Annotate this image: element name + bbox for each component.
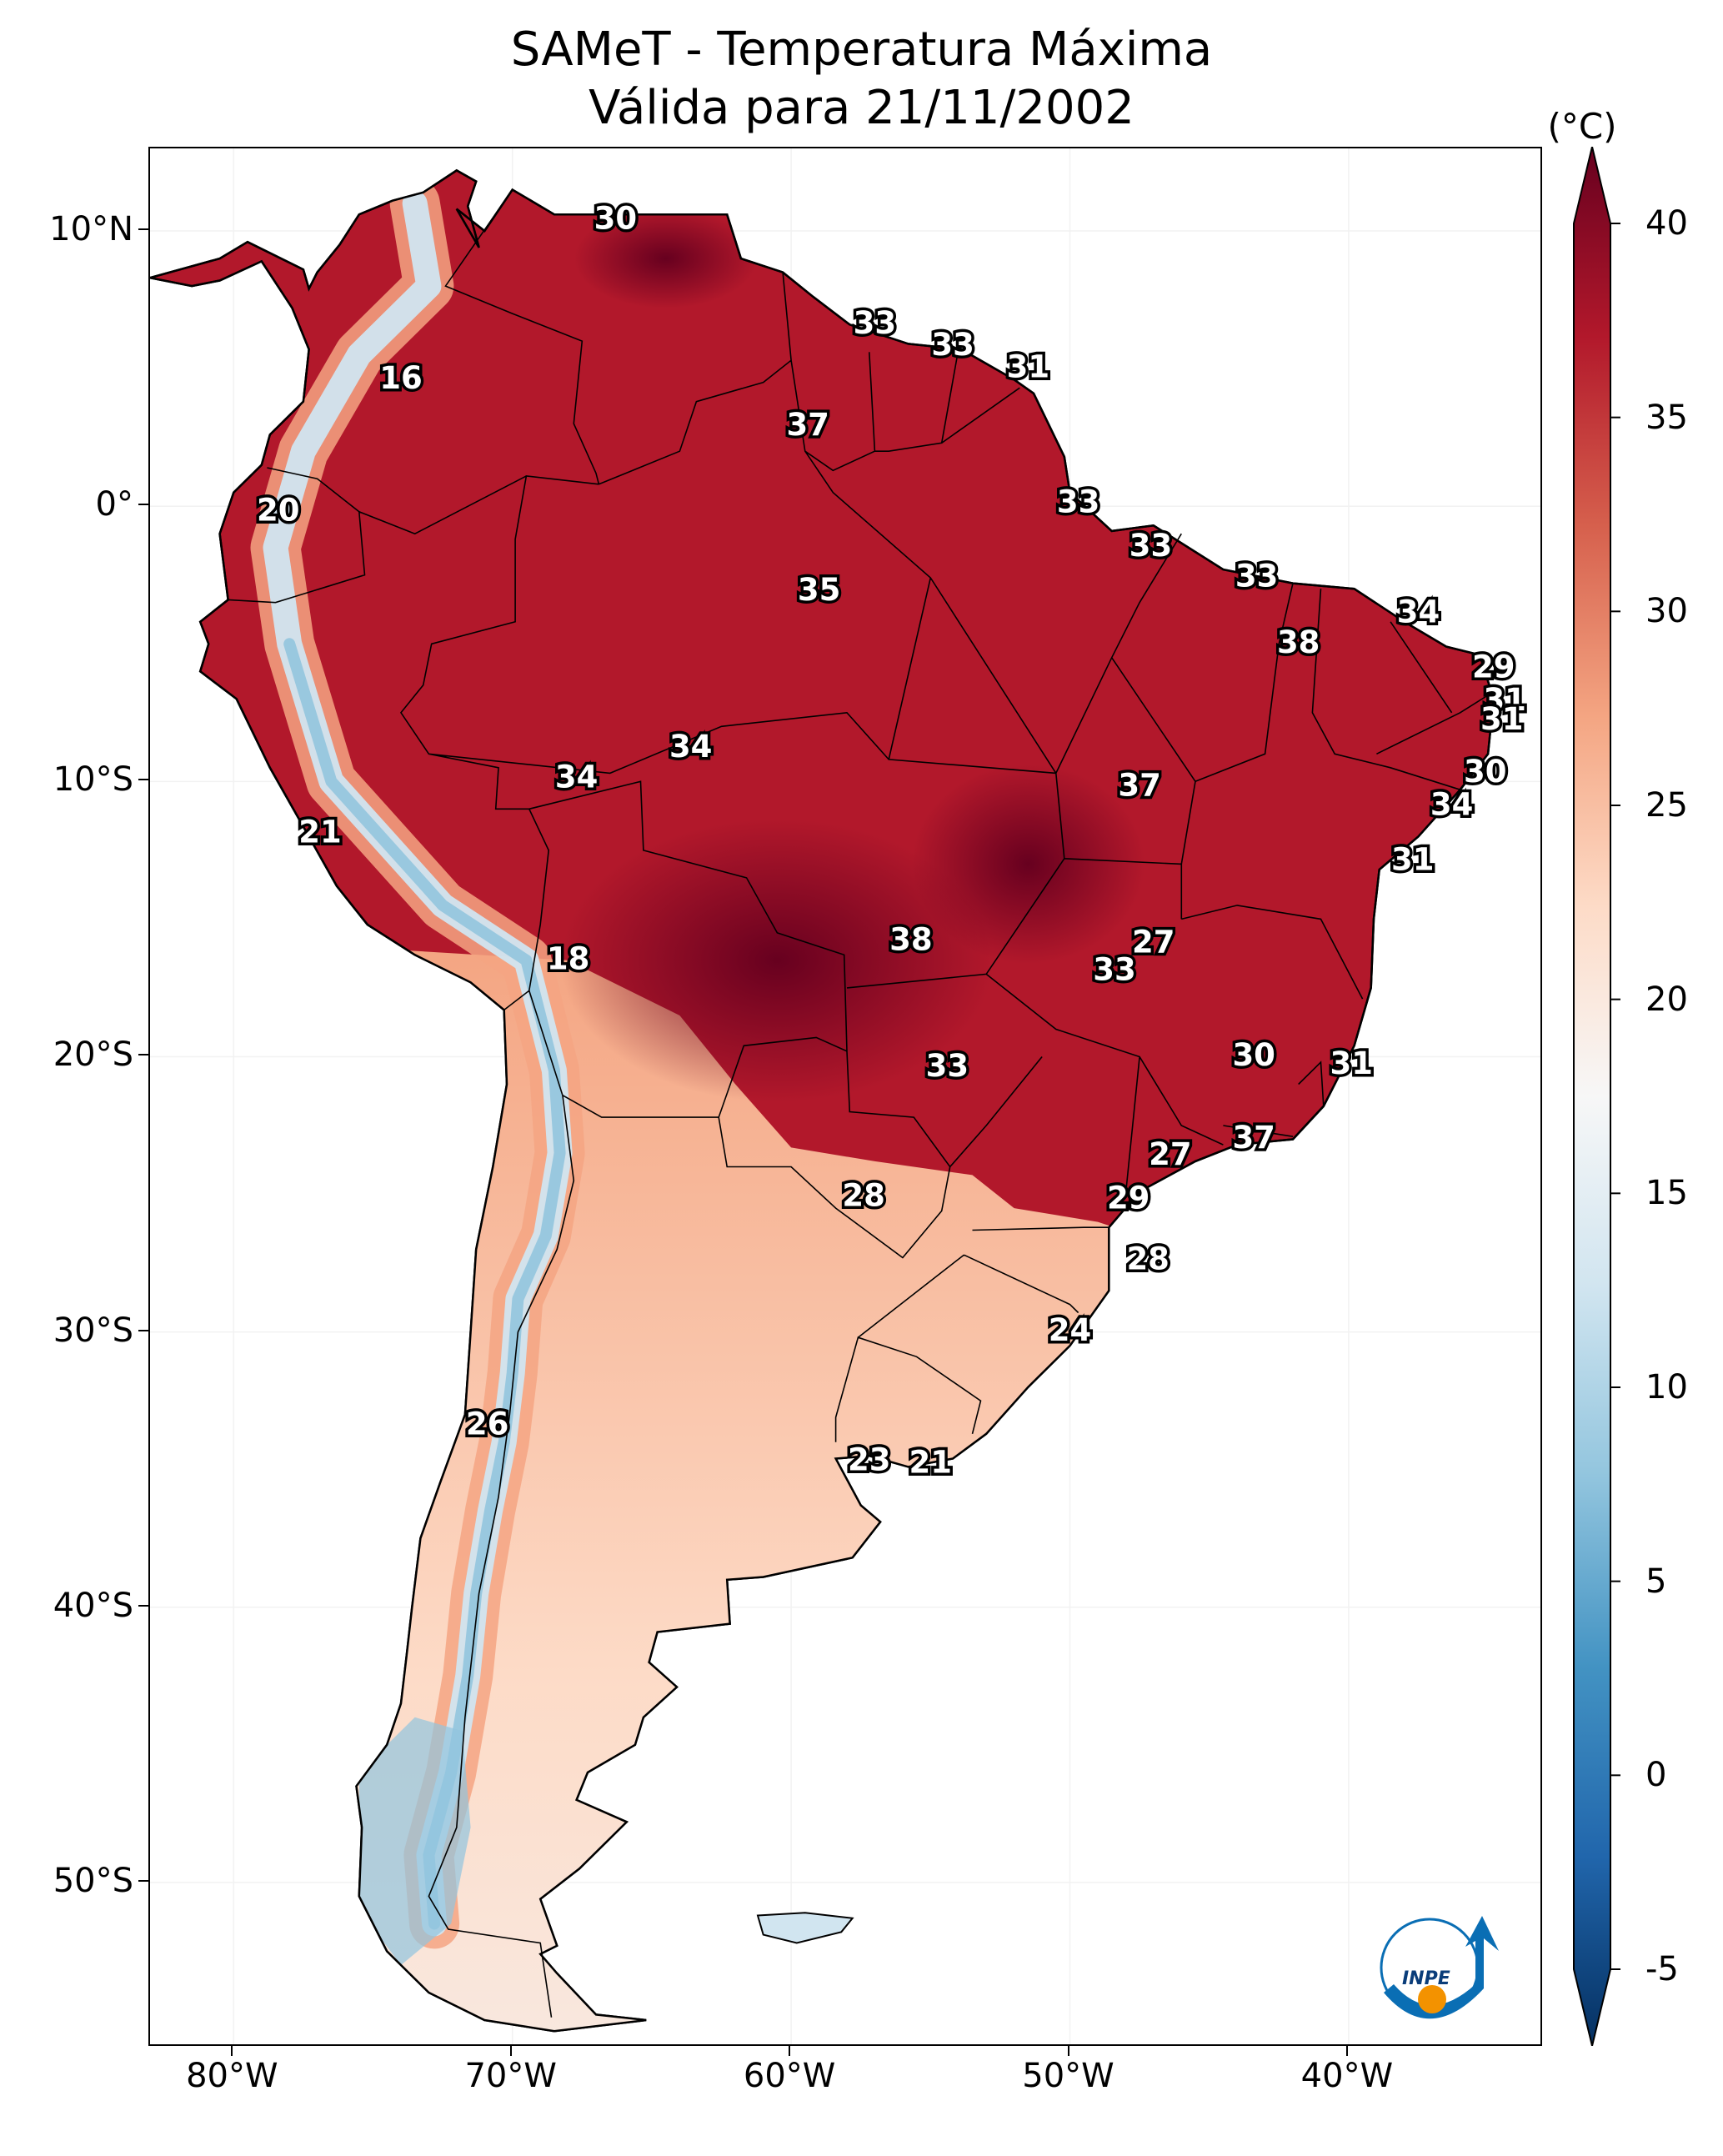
inpe-logo: INPE: [1380, 1916, 1499, 2019]
temperature-label: 31: [1391, 842, 1435, 878]
temperature-label: 31: [1330, 1045, 1374, 1081]
latitude-tick-label: 0°: [95, 485, 133, 524]
latitude-tick: [138, 1604, 148, 1607]
temperature-label: 37: [1118, 767, 1161, 803]
temperature-label: 37: [1232, 1120, 1275, 1156]
latitude-tick-label: 20°S: [53, 1035, 133, 1075]
temperature-label: 16: [379, 360, 423, 396]
temperature-label: 30: [1232, 1037, 1275, 1073]
longitude-tick-label: 60°W: [743, 2057, 836, 2095]
colorbar-tick-label: -5: [1645, 1950, 1679, 1988]
latitude-tick: [138, 1329, 148, 1331]
temperature-label: 33: [931, 327, 974, 363]
temperature-label: 27: [1132, 925, 1175, 960]
coastline: [150, 168, 1495, 2033]
latitude-tick: [138, 779, 148, 781]
colorbar-tick-label: 30: [1645, 592, 1688, 631]
colorbar-tick-label: 25: [1645, 786, 1688, 825]
longitude-tick: [1345, 2046, 1348, 2056]
temperature-label: 34: [1430, 787, 1474, 823]
latitude-tick: [138, 1879, 148, 1882]
latitude-tick-label: 40°S: [53, 1586, 133, 1625]
temperature-label: 33: [854, 305, 897, 341]
colorbar-tick-label: 35: [1645, 398, 1688, 437]
latitude-tick-label: 30°S: [53, 1311, 133, 1350]
longitude-tick: [1067, 2046, 1069, 2056]
colorbar-tick-label: 15: [1645, 1174, 1688, 1213]
longitude-tick-label: 50°W: [1022, 2057, 1114, 2095]
latitude-tick: [138, 228, 148, 231]
temperature-label: 29: [1472, 649, 1515, 685]
map-subtitle: Válida para 21/11/2002: [589, 81, 1134, 135]
latitude-tick: [138, 504, 148, 506]
temperature-label: 28: [842, 1177, 885, 1213]
temperature-label: 23: [848, 1442, 891, 1477]
colorbar-tick-label: 20: [1645, 980, 1688, 1019]
temperature-label: 28: [1126, 1241, 1170, 1276]
temperature-label: 29: [1107, 1181, 1150, 1216]
temperature-label: 35: [798, 572, 841, 608]
temperature-label: 31: [1007, 349, 1050, 385]
temperature-label: 31: [1483, 682, 1526, 718]
temperature-label: 24: [1049, 1312, 1092, 1348]
temperature-label: 34: [555, 760, 599, 795]
temperature-label: 38: [889, 921, 933, 957]
latitude-tick-label: 10°S: [53, 760, 133, 800]
latitude-tick-label: 10°N: [49, 210, 133, 249]
temperature-label: 21: [909, 1445, 953, 1481]
temperature-label: 34: [1397, 594, 1440, 629]
temperature-label: 20: [257, 492, 300, 528]
temperature-label: 33: [1057, 484, 1100, 519]
temperature-label: 26: [466, 1406, 509, 1442]
latitude-tick-label: 50°S: [53, 1861, 133, 1900]
national-borders: [228, 189, 1491, 2018]
falkland-islands: [756, 1912, 854, 1944]
temperature-label: 37: [786, 407, 829, 443]
temperature-label: 27: [1149, 1136, 1192, 1172]
longitude-tick-label: 80°W: [186, 2057, 278, 2095]
colorbar-tick-label: 0: [1645, 1756, 1667, 1795]
longitude-tick-label: 40°W: [1300, 2057, 1394, 2095]
temperature-label: 33: [1129, 528, 1173, 564]
longitude-tick: [509, 2046, 512, 2056]
longitude-tick: [231, 2046, 233, 2056]
south-america-landmass: [150, 168, 1495, 2033]
map-panel: 30 33 33 31 16 37 20 33 33 33 35 34 38 29 31 31 34 34 37 30…: [148, 147, 1542, 2046]
svg-text:INPE: INPE: [1402, 1968, 1450, 1989]
temperature-label: 38: [1277, 624, 1320, 660]
longitude-tick-label: 70°W: [464, 2057, 557, 2095]
temperature-label: 30: [1464, 754, 1507, 790]
temperature-label: 33: [1235, 559, 1279, 594]
map-title: SAMeT - Temperatura Máxima: [510, 23, 1213, 77]
longitude-tick: [789, 2046, 791, 2056]
temperature-label: 18: [547, 940, 590, 976]
temperature-label: 34: [669, 729, 713, 765]
colorbar: [1573, 147, 1620, 2046]
temperature-label: 21: [298, 815, 342, 850]
colorbar-tick-label: 5: [1645, 1562, 1667, 1601]
colorbar-tick-label: 10: [1645, 1368, 1688, 1406]
temperature-label: 33: [926, 1048, 969, 1084]
temperature-label: 30: [594, 200, 638, 236]
latitude-tick: [138, 1054, 148, 1056]
colorbar-unit: (°C): [1547, 106, 1617, 147]
temperature-label: 31: [1480, 701, 1524, 737]
temperature-label: 33: [1093, 952, 1136, 988]
colorbar-tick-label: 40: [1645, 204, 1688, 243]
